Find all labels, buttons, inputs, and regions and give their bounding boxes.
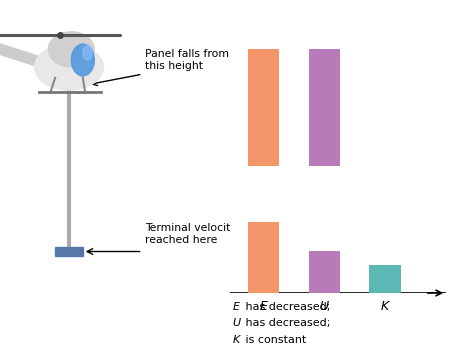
Text: has decreased;: has decreased;	[242, 302, 330, 312]
Text: E: E	[232, 302, 239, 312]
Text: has decreased;: has decreased;	[242, 318, 330, 328]
Text: Terminal velocity
reached here: Terminal velocity reached here	[145, 223, 236, 245]
Bar	[247, 49, 279, 187]
Text: Panel falls from
this height: Panel falls from this height	[145, 49, 229, 71]
Ellipse shape	[48, 32, 94, 67]
Bar	[55, 247, 83, 256]
Text: U: U	[232, 318, 240, 328]
Ellipse shape	[34, 44, 103, 90]
Bar	[308, 49, 340, 187]
Ellipse shape	[71, 44, 94, 76]
Bar	[247, 222, 279, 293]
Ellipse shape	[83, 46, 92, 60]
Polygon shape	[0, 42, 39, 67]
Text: is constant: is constant	[242, 335, 306, 345]
Bar	[308, 251, 340, 293]
Bar	[369, 265, 400, 293]
Text: K: K	[232, 335, 239, 345]
